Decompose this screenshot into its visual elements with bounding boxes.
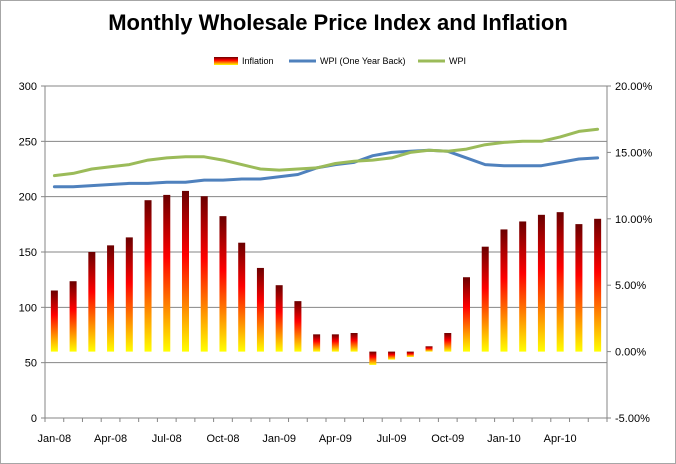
y-right-tick-label: 10.00% — [615, 214, 653, 226]
y-left-tick-label: 250 — [19, 136, 37, 148]
wpi-one-year-back-line — [52, 148, 600, 189]
x-tick-label: Jul-09 — [377, 433, 407, 445]
inflation-bar — [537, 214, 545, 352]
inflation-bar — [556, 212, 564, 352]
x-tick-label: Oct-08 — [206, 433, 239, 445]
y-left-tick-label: 50 — [25, 358, 37, 370]
wpi-line — [52, 127, 600, 178]
inflation-bar — [388, 351, 396, 360]
x-tick-label: Jan-10 — [487, 433, 521, 445]
inflation-bar — [594, 218, 602, 352]
inflation-bar — [331, 334, 339, 352]
legend-label-wpi: WPI — [449, 56, 466, 66]
inflation-bar — [575, 224, 583, 352]
y-right-tick-label: 15.00% — [615, 147, 653, 159]
inflation-bar — [182, 190, 189, 352]
x-tick-label: Apr-10 — [544, 433, 577, 445]
x-tick-label: Oct-09 — [431, 433, 464, 445]
y-left-tick-label: 300 — [19, 81, 37, 93]
inflation-bar — [163, 194, 171, 352]
inflation-bar — [275, 285, 283, 352]
inflation-bar — [444, 333, 452, 352]
inflation-bar — [144, 200, 152, 352]
y-right-tick-label: 5.00% — [615, 280, 646, 292]
legend: Inflation WPI (One Year Back) WPI — [214, 56, 466, 66]
inflation-bar — [125, 237, 133, 352]
inflation-bar — [313, 334, 321, 352]
x-tick-label: Jan-09 — [262, 433, 296, 445]
chart-title: Monthly Wholesale Price Index and Inflat… — [108, 10, 568, 35]
inflation-bar — [256, 267, 264, 352]
inflation-bar — [519, 221, 527, 352]
legend-label-wpi-one-year-back: WPI (One Year Back) — [320, 56, 406, 66]
y-left-tick-label: 0 — [31, 413, 37, 425]
x-tick-label: Jan-08 — [38, 433, 72, 445]
inflation-bar — [200, 196, 208, 352]
inflation-bar — [69, 281, 77, 352]
inflation-bar — [500, 229, 508, 352]
y-right-tick-label: -5.00% — [615, 413, 650, 425]
inflation-bar — [350, 333, 358, 352]
inflation-bar — [481, 246, 489, 352]
inflation-bar — [369, 351, 377, 365]
inflation-bar — [238, 242, 246, 352]
inflation-bar — [294, 301, 302, 352]
x-tick-label: Jul-08 — [152, 433, 182, 445]
y-left-tick-label: 150 — [19, 247, 37, 259]
inflation-bar — [50, 290, 58, 352]
x-tick-label: Apr-08 — [94, 433, 127, 445]
inflation-bar — [219, 216, 227, 352]
y-left-tick-label: 200 — [19, 192, 37, 204]
legend-swatch-inflation — [214, 57, 238, 65]
inflation-bar — [406, 351, 414, 357]
x-tick-label: Apr-09 — [319, 433, 352, 445]
y-right-tick-label: 0.00% — [615, 347, 646, 359]
inflation-bar — [107, 245, 115, 352]
inflation-bar — [463, 277, 470, 352]
inflation-bar — [88, 252, 96, 352]
y-left-tick-label: 100 — [19, 302, 37, 314]
inflation-bar — [425, 346, 433, 352]
legend-label-inflation: Inflation — [242, 56, 274, 66]
y-right-tick-label: 20.00% — [615, 81, 653, 93]
